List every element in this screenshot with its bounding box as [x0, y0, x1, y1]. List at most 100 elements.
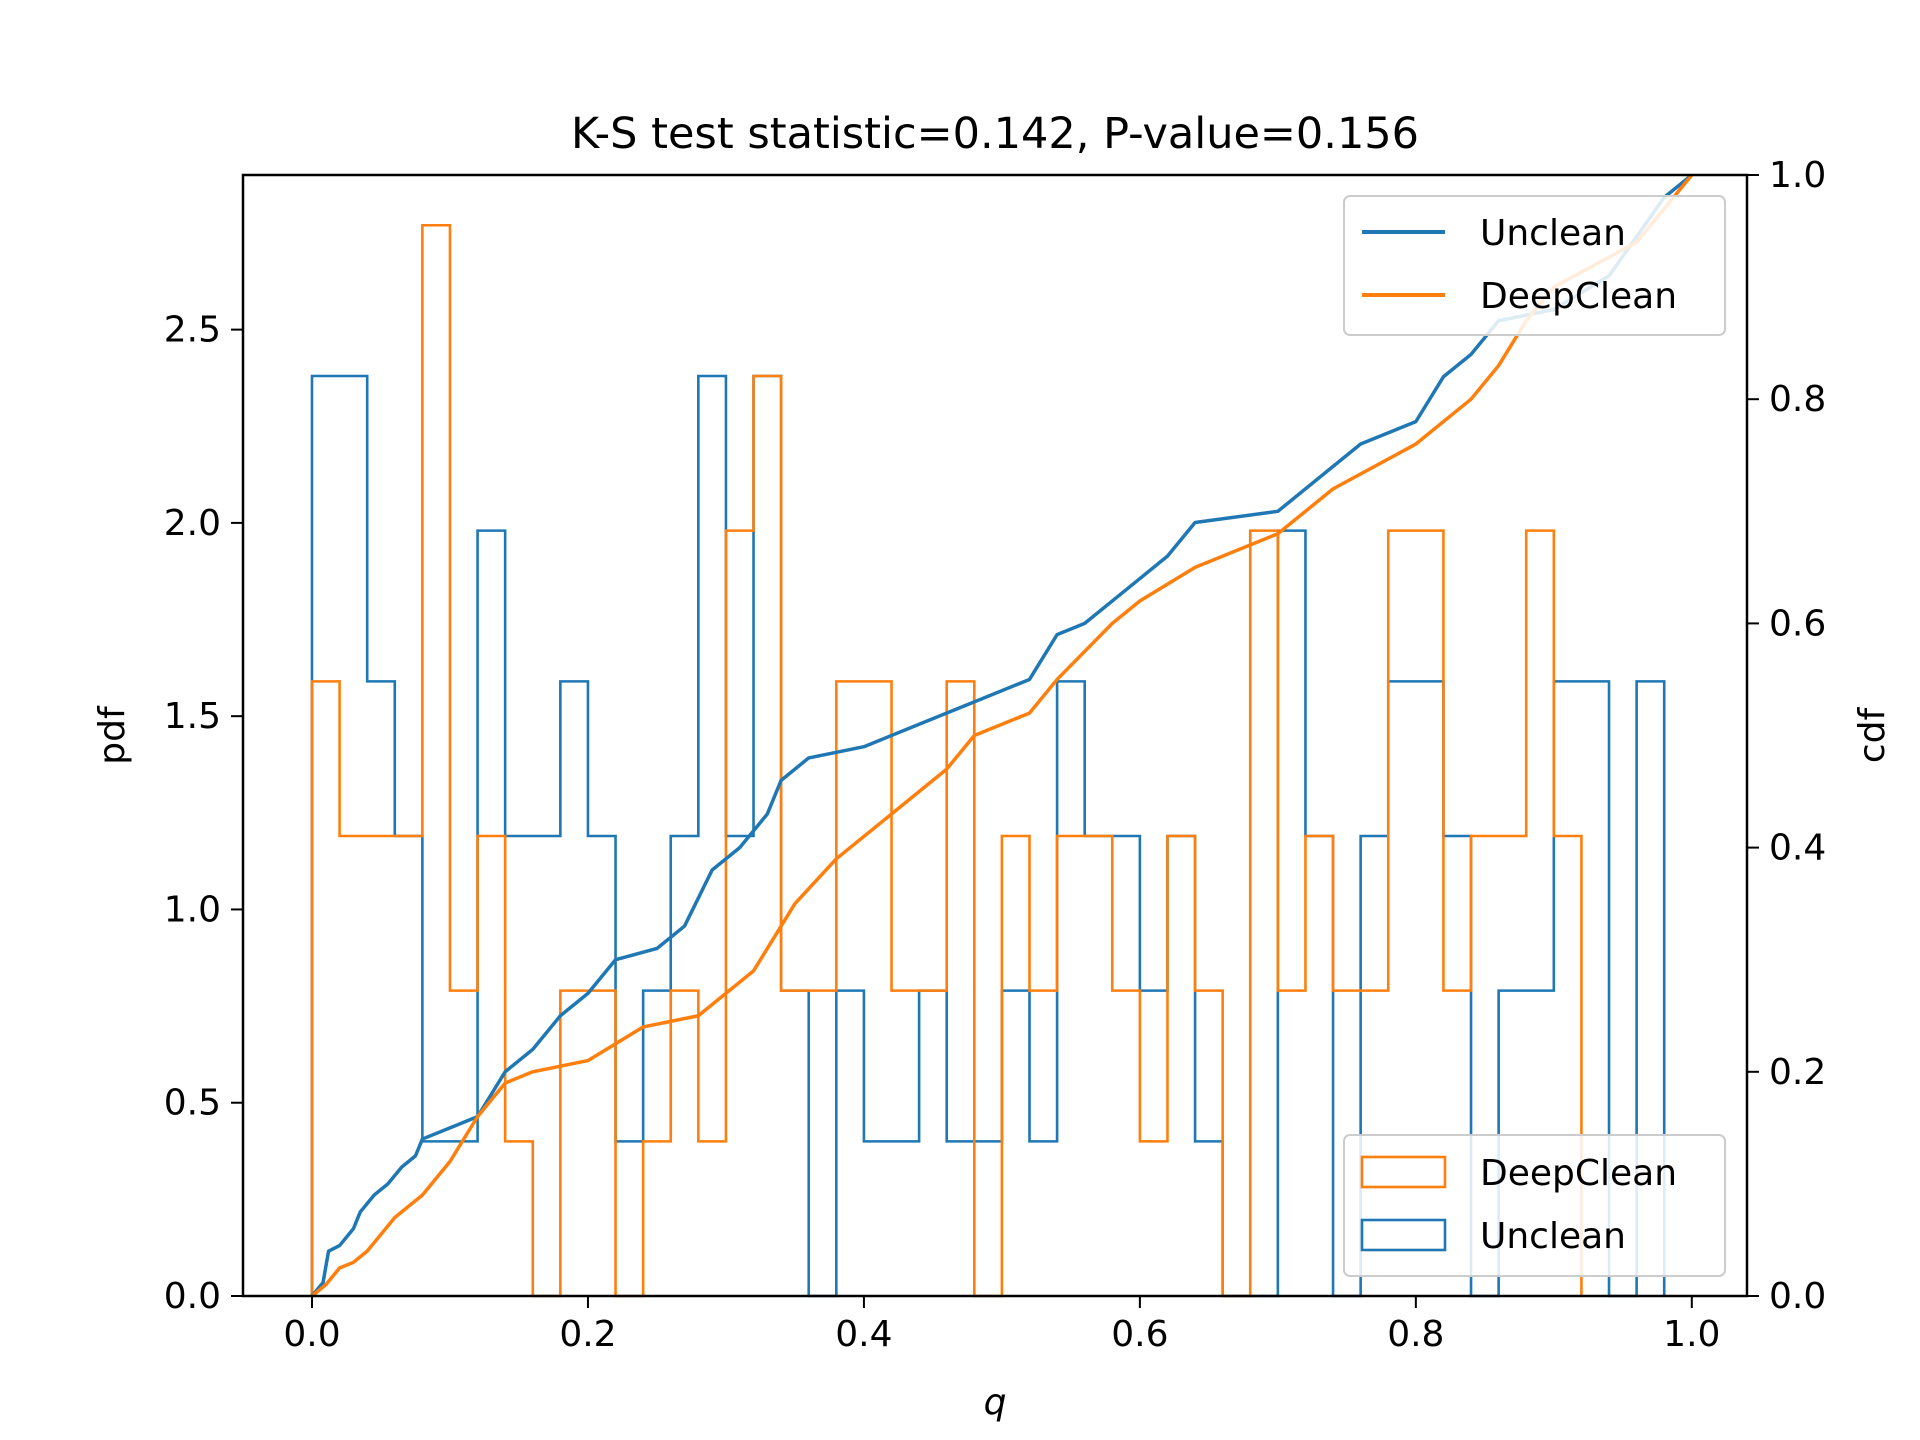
- hist-bar-unclean: [478, 531, 506, 1296]
- hist-bar-deepclean: [450, 991, 478, 1296]
- y-tick-label-right: 0.4: [1769, 828, 1826, 869]
- hist-bar-unclean: [1195, 1141, 1223, 1296]
- cdf-layer: [310, 173, 1694, 1298]
- hist-bar-unclean: [1278, 531, 1306, 1296]
- x-tick-label: 0.6: [1111, 1314, 1168, 1355]
- y-axis-label-left: pdf: [92, 705, 133, 765]
- hist-bar-deepclean: [836, 681, 864, 1296]
- hist-bar-deepclean: [643, 1141, 671, 1296]
- hist-bar-unclean: [1085, 836, 1113, 1296]
- hist-bar-deepclean: [1278, 991, 1306, 1296]
- hist-bar-unclean: [1057, 681, 1085, 1296]
- hist-bar-unclean: [367, 681, 395, 1296]
- legend-patch-unclean: [1360, 1218, 1447, 1252]
- hist-bar-unclean: [864, 1141, 892, 1296]
- hist-bar-deepclean: [395, 836, 423, 1296]
- y-tick-label-right: 0.8: [1769, 379, 1826, 420]
- hist-bar-deepclean: [1305, 836, 1333, 1296]
- hist-bar-unclean: [698, 376, 726, 1296]
- hist-bar-deepclean: [505, 1141, 533, 1296]
- hist-bar-deepclean: [422, 225, 450, 1296]
- y-axis-label-right: cdf: [1852, 707, 1893, 764]
- legend-label-deepclean: DeepClean: [1480, 276, 1677, 317]
- x-tick-label: 0.2: [559, 1314, 616, 1355]
- cdf-line-deepclean: [310, 173, 1694, 1298]
- hist-bar-deepclean: [1002, 836, 1030, 1296]
- hist-bar-deepclean: [671, 991, 699, 1296]
- y-tick-label-right: 0.2: [1769, 1052, 1826, 1093]
- x-tick-label: 0.0: [283, 1314, 340, 1355]
- legend-patch-deepclean: [1360, 1155, 1447, 1189]
- hist-bar-deepclean: [1029, 991, 1057, 1296]
- hist-bar-unclean: [643, 991, 671, 1296]
- y-tick-label-right: 0.0: [1769, 1276, 1826, 1317]
- hist-bar-deepclean: [1140, 1141, 1168, 1296]
- hist-bar-unclean: [1167, 836, 1195, 1296]
- legend-label-unclean: Unclean: [1480, 1216, 1626, 1257]
- hist-bar-unclean: [947, 1141, 975, 1296]
- hist-bar-unclean: [1029, 1141, 1057, 1296]
- y-tick-label-left: 2.5: [164, 310, 221, 351]
- hist-bar-deepclean: [560, 991, 588, 1296]
- hist-bar-deepclean: [1195, 991, 1223, 1296]
- hist-bar-unclean: [919, 991, 947, 1296]
- hist-bar-deepclean: [781, 991, 809, 1296]
- hist-bar-deepclean: [588, 991, 616, 1296]
- hist-bar-deepclean: [1057, 836, 1085, 1296]
- x-axis-label: q: [984, 1382, 1007, 1423]
- hist-bar-unclean: [395, 836, 423, 1296]
- cdf-line-unclean: [310, 173, 1693, 1298]
- hist-bar-deepclean: [1085, 836, 1113, 1296]
- histogram-layer: [310, 223, 1666, 1298]
- hist-bar-unclean: [836, 991, 864, 1296]
- hist-bar-unclean: [560, 681, 588, 1296]
- hist-bar-unclean: [1305, 836, 1333, 1296]
- hist-bar-deepclean: [478, 836, 506, 1296]
- hist-bar-unclean: [1002, 991, 1030, 1296]
- hist-bar-unclean: [616, 1141, 644, 1296]
- hist-bar-deepclean: [1250, 531, 1278, 1296]
- hist-bar-deepclean: [754, 376, 782, 1296]
- legend-label-deepclean: DeepClean: [1480, 1153, 1677, 1194]
- x-tick-label: 0.8: [1387, 1314, 1444, 1355]
- hist-bar-unclean: [505, 836, 533, 1296]
- hist-bar-deepclean: [367, 836, 395, 1296]
- chart-title: K-S test statistic=0.142, P-value=0.156: [571, 109, 1419, 159]
- hist-outline-deepclean: [310, 223, 1583, 1298]
- legend-layer: Unclean DeepClean DeepClean Unclean: [1343, 195, 1726, 1277]
- x-tick-label: 0.4: [835, 1314, 892, 1355]
- y-tick-label-left: 0.0: [164, 1276, 221, 1317]
- y-tick-label-left: 2.0: [164, 503, 221, 544]
- hist-bar-unclean: [754, 376, 782, 1296]
- hist-bar-deepclean: [947, 681, 975, 1296]
- hist-bar-unclean: [1140, 991, 1168, 1296]
- hist-bar-unclean: [1112, 836, 1140, 1296]
- y-tick-label-right: 1.0: [1769, 155, 1826, 196]
- hist-bar-unclean: [974, 1141, 1002, 1296]
- hist-bar-unclean: [450, 1141, 478, 1296]
- hist-bar-unclean: [312, 376, 340, 1296]
- hist-bar-unclean: [781, 991, 809, 1296]
- hist-bar-deepclean: [919, 991, 947, 1296]
- hist-bar-unclean: [726, 836, 754, 1296]
- tick-layer: 0.0 0.2 0.4 0.6 0.8 1.0 0.0 0.5 1.0 1.5 2.0 2.5 0.0 0…: [164, 155, 1827, 1355]
- y-tick-label-left: 1.0: [164, 889, 221, 930]
- hist-bar-deepclean: [726, 531, 754, 1296]
- hist-bar-deepclean: [698, 1141, 726, 1296]
- hist-bar-unclean: [892, 1141, 920, 1296]
- hist-bar-unclean: [588, 836, 616, 1296]
- plot-frame: [241, 173, 1749, 1298]
- hist-bar-deepclean: [809, 991, 837, 1296]
- hist-bar-deepclean: [312, 681, 340, 1296]
- hist-bar-deepclean: [1112, 991, 1140, 1296]
- hist-bar-deepclean: [864, 681, 892, 1296]
- hist-bar-deepclean: [892, 991, 920, 1296]
- y-tick-label-right: 0.6: [1769, 603, 1826, 644]
- legend-label-unclean: Unclean: [1480, 213, 1626, 254]
- legend-box-hist: [1343, 1134, 1726, 1277]
- x-tick-label: 1.0: [1663, 1314, 1720, 1355]
- hist-bar-deepclean: [1167, 836, 1195, 1296]
- y-tick-label-left: 0.5: [164, 1083, 221, 1124]
- y-tick-label-left: 1.5: [164, 696, 221, 737]
